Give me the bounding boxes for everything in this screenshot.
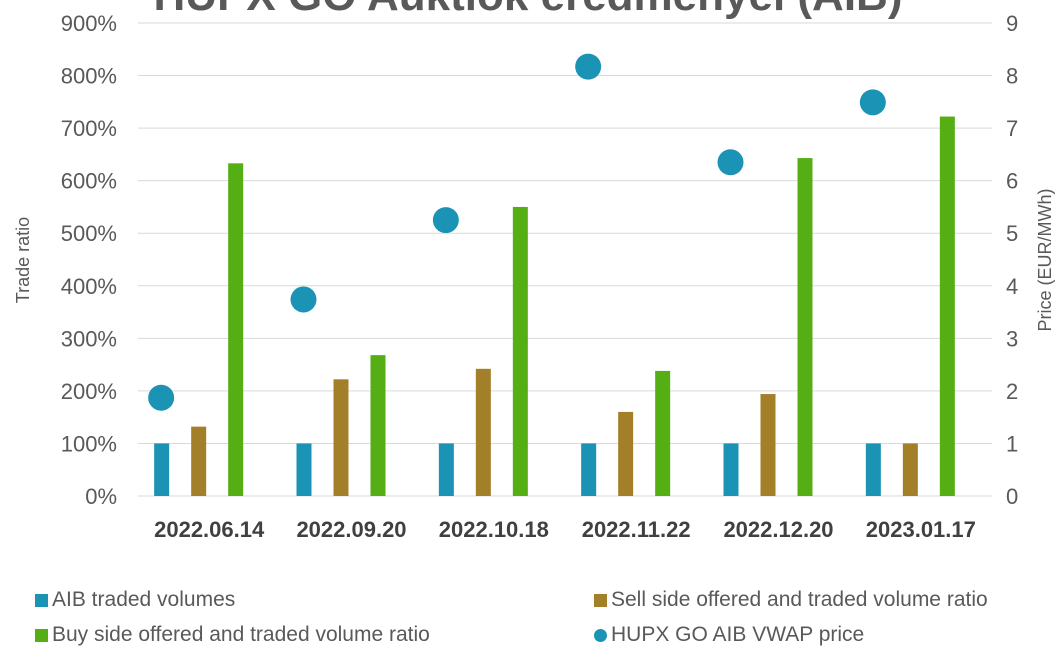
y-tick-label: 200%: [61, 379, 117, 404]
category-label: 2022.10.18: [439, 517, 549, 542]
legend-label: HUPX GO AIB VWAP price: [611, 623, 865, 646]
y2-tick-label: 1: [1006, 431, 1018, 456]
bars: [154, 116, 955, 496]
bar: [939, 116, 955, 496]
legend-marker: [594, 628, 607, 642]
y-tick-label: 400%: [61, 274, 117, 299]
price-marker: [290, 286, 317, 313]
y2-tick-label: 5: [1006, 221, 1018, 246]
chart: HUPX GO Auktiók eredményei (AIB) 0% 100% 2…: [13, 0, 1055, 542]
legend-swatch: [35, 628, 48, 642]
y-tick-label: 600%: [61, 169, 117, 194]
y-tick-label: 500%: [61, 221, 117, 246]
chart-title: HUPX GO Auktiók eredményei (AIB): [154, 0, 903, 20]
category-label: 2022.12.20: [723, 517, 833, 542]
legend-item-aib: AIB traded volumes: [35, 588, 235, 612]
legend-item-buy: Buy side offered and traded volume ratio: [35, 623, 430, 647]
category-label: 2022.09.20: [296, 517, 406, 542]
bar: [370, 355, 386, 496]
y2-tick-label: 7: [1006, 116, 1018, 141]
right-axis-ticks: 0 1 2 3 4 5 6 7 8 9: [1006, 11, 1018, 509]
bar: [760, 394, 776, 496]
bar: [438, 443, 454, 496]
legend-label: Buy side offered and traded volume ratio: [52, 623, 430, 646]
bar: [797, 158, 813, 496]
bar: [655, 370, 671, 496]
bar: [723, 443, 739, 496]
bar: [333, 379, 349, 496]
y2-axis-title: Price (EUR/MWh): [1035, 189, 1055, 332]
y-axis-title: Trade ratio: [13, 217, 33, 303]
category-labels: 2022.06.14 2022.09.20 2022.10.18 2022.11.22…: [154, 517, 976, 542]
price-markers: [148, 53, 886, 411]
price-marker: [432, 207, 459, 234]
y2-tick-label: 9: [1006, 11, 1018, 36]
y2-tick-label: 4: [1006, 274, 1018, 299]
legend-label: AIB traded volumes: [52, 588, 236, 611]
price-marker: [859, 89, 886, 116]
category-label: 2023.01.17: [866, 517, 976, 542]
y2-tick-label: 2: [1006, 379, 1018, 404]
y2-tick-label: 3: [1006, 326, 1018, 351]
legend-swatch: [35, 593, 48, 607]
y-tick-label: 900%: [61, 11, 117, 36]
bar: [228, 163, 244, 496]
gridlines: [138, 22, 992, 497]
left-axis-ticks: 0% 100% 200% 300% 400% 500% 600% 700% 800% 900%: [61, 11, 117, 509]
y-tick-label: 100%: [61, 431, 117, 456]
legend-label: Sell side offered and traded volume rati…: [611, 588, 988, 611]
price-marker: [148, 384, 175, 411]
legend: AIB traded volumes Sell side offered and…: [0, 578, 1057, 648]
y2-tick-label: 0: [1006, 484, 1018, 509]
legend-item-sell: Sell side offered and traded volume rati…: [594, 588, 988, 612]
bar: [154, 443, 170, 496]
bar: [296, 443, 312, 496]
y-tick-label: 0%: [85, 484, 117, 509]
bar: [475, 368, 491, 496]
bar: [865, 443, 881, 496]
legend-swatch: [594, 593, 607, 607]
bar: [191, 426, 207, 496]
category-label: 2022.06.14: [154, 517, 265, 542]
legend-item-price: HUPX GO AIB VWAP price: [594, 623, 864, 647]
bar: [902, 443, 918, 496]
price-marker: [717, 149, 744, 176]
y-tick-label: 300%: [61, 326, 117, 351]
y2-tick-label: 6: [1006, 169, 1018, 194]
price-marker: [575, 53, 602, 80]
bar: [581, 443, 597, 496]
bar: [512, 206, 528, 496]
y2-tick-label: 8: [1006, 64, 1018, 89]
y-tick-label: 800%: [61, 64, 117, 89]
category-label: 2022.11.22: [582, 517, 691, 542]
bar: [618, 411, 634, 496]
y-tick-label: 700%: [61, 116, 117, 141]
